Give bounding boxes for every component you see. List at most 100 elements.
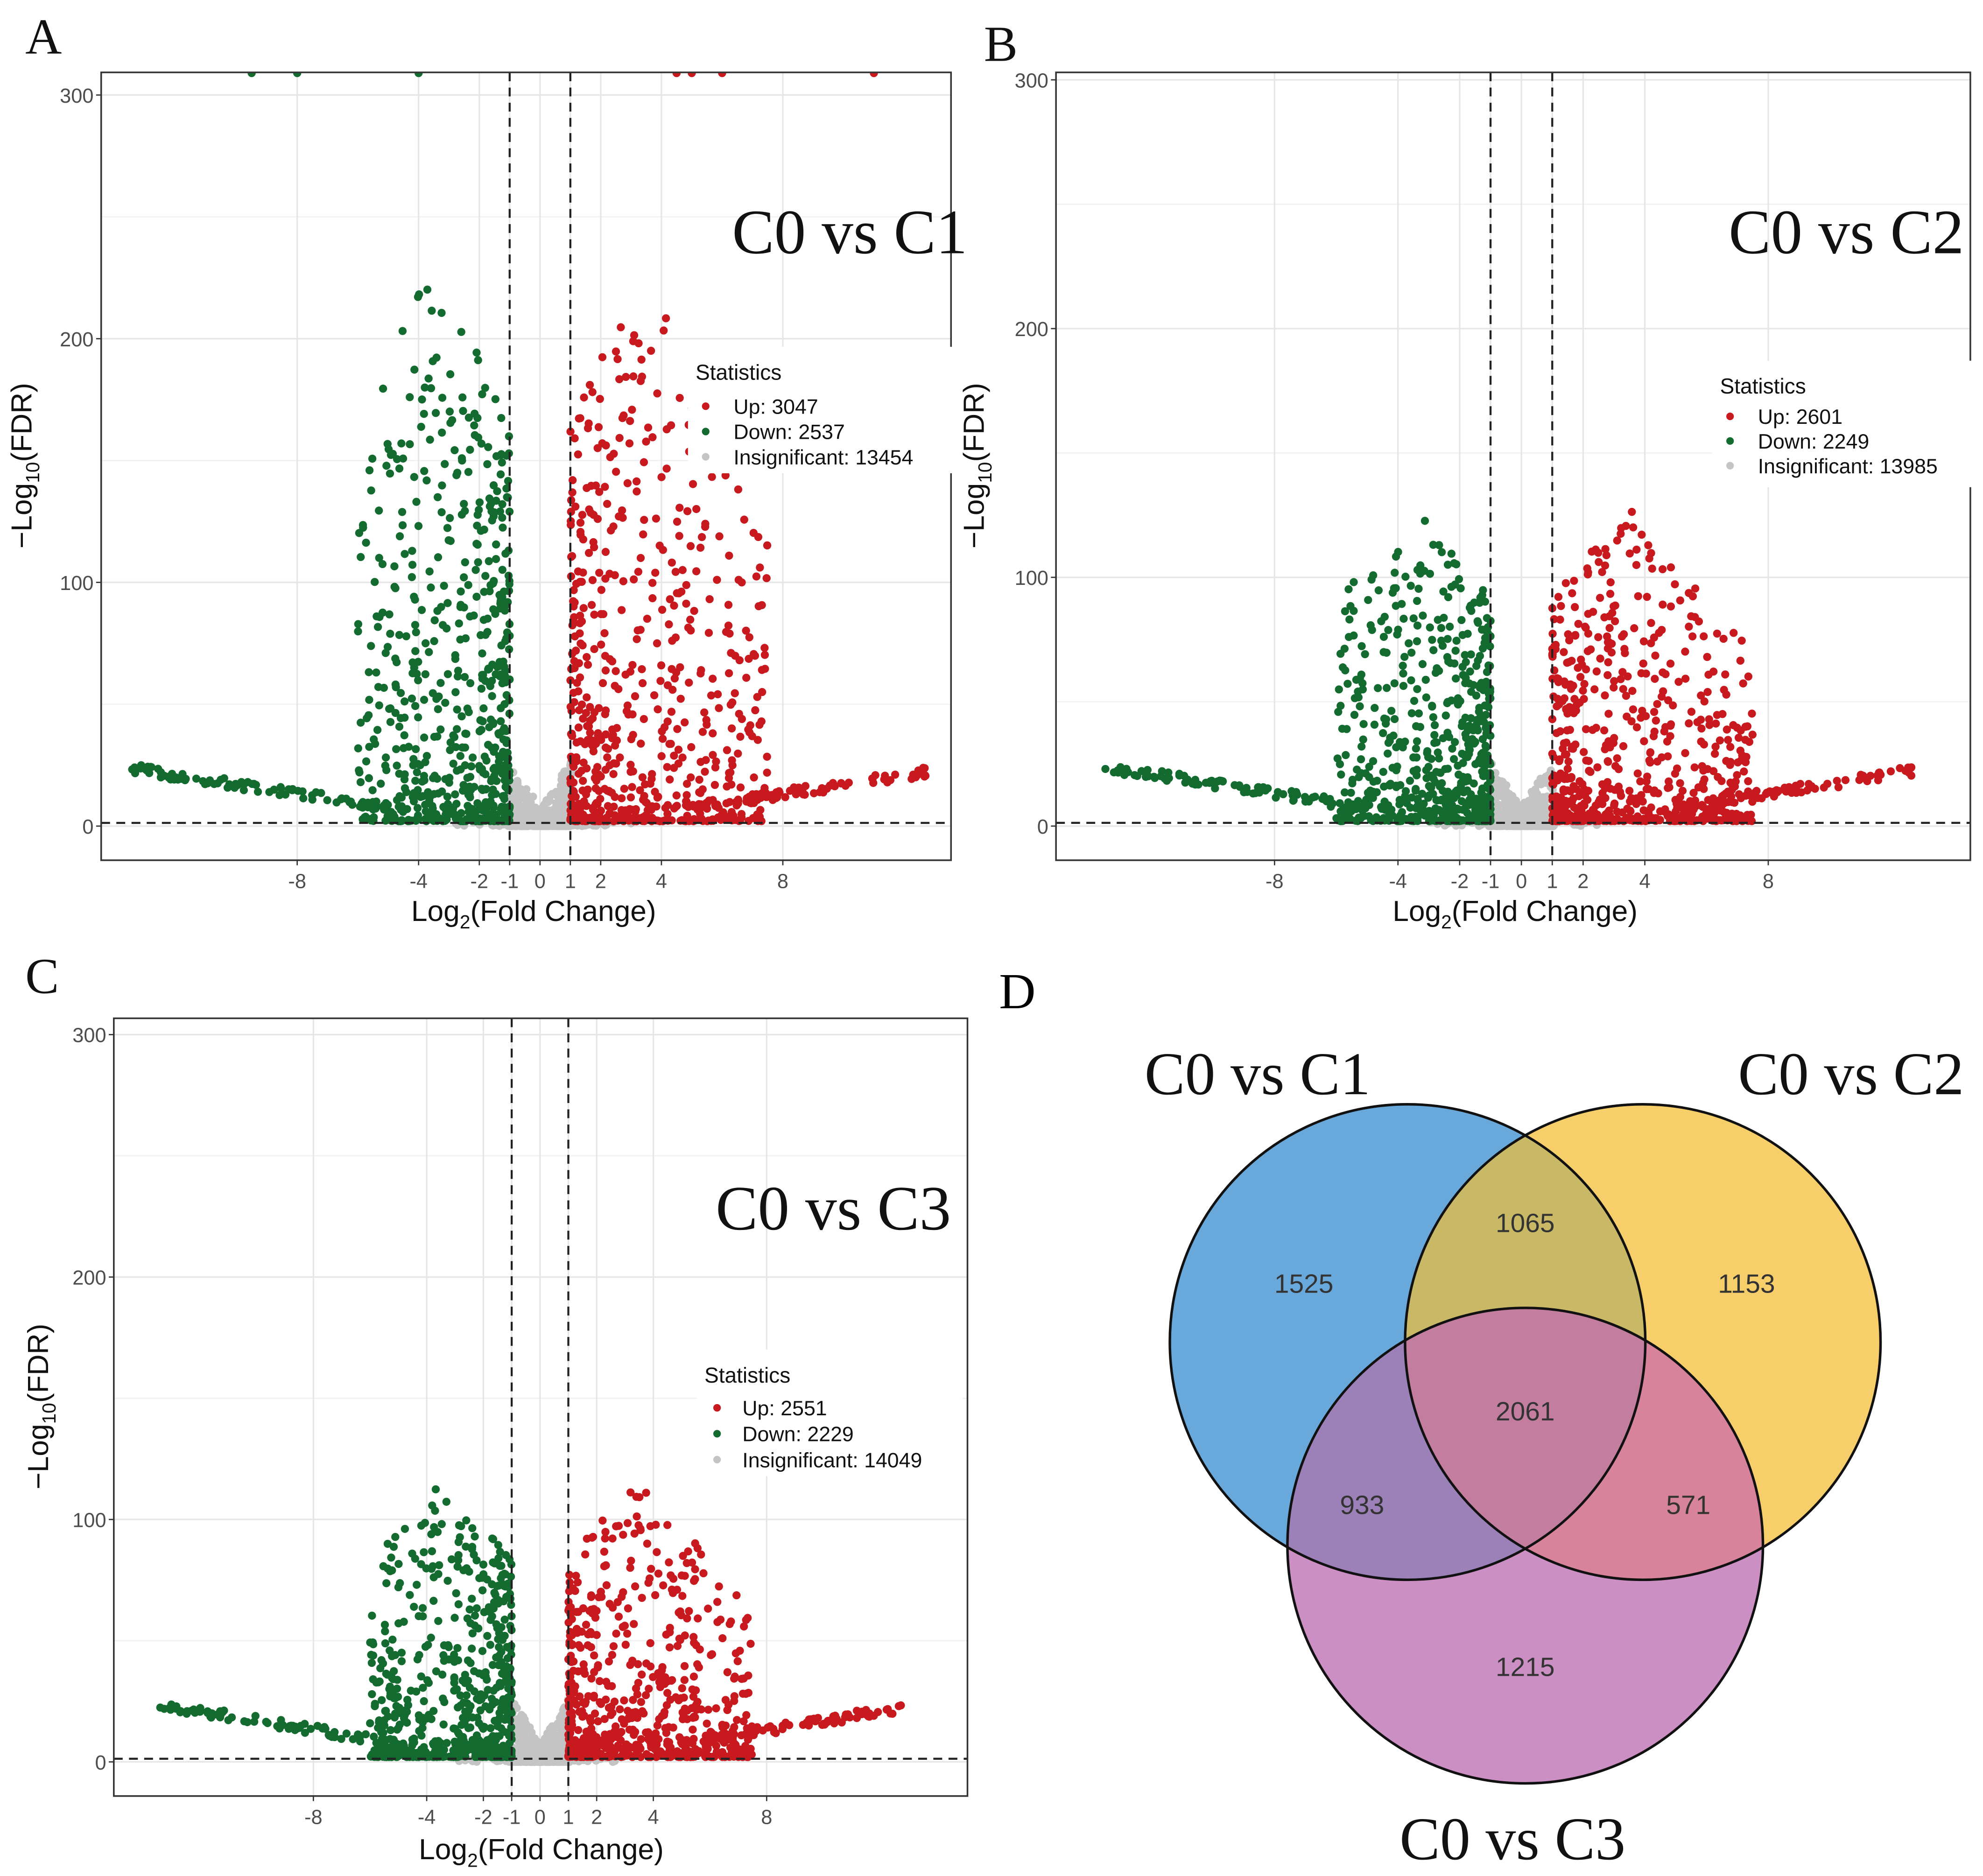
point-down [488, 660, 497, 669]
point-up [1622, 691, 1631, 700]
point-up [1653, 757, 1661, 766]
point-up [1548, 750, 1556, 758]
point-down [455, 619, 463, 628]
y-tick-label: 200 [1015, 318, 1048, 341]
point-up [1580, 680, 1589, 688]
point-insignificant [1539, 803, 1547, 812]
point-up [695, 775, 703, 784]
point-up [590, 708, 599, 717]
point-up [672, 802, 680, 811]
point-down [1483, 772, 1491, 780]
point-up [1634, 592, 1642, 600]
panel-letter: B [984, 16, 1018, 72]
point-insignificant [542, 796, 551, 805]
point-up [626, 667, 635, 676]
point-down [1406, 776, 1414, 785]
point-down [1466, 667, 1474, 676]
point-up [588, 576, 597, 584]
point-up [659, 546, 667, 554]
point-down [500, 662, 508, 671]
point-down [1473, 617, 1482, 625]
point-up [1736, 656, 1744, 665]
point-down [1124, 768, 1132, 776]
point-down [1357, 742, 1366, 751]
point-down [1447, 583, 1456, 591]
point-down [386, 469, 394, 478]
point-down [478, 390, 486, 399]
point-up [638, 679, 647, 688]
point-down [467, 762, 476, 771]
point-down [1413, 637, 1421, 646]
point-down [1407, 793, 1416, 802]
point-up [598, 679, 607, 688]
point-up [1554, 678, 1563, 686]
point-up [1641, 816, 1649, 825]
point-up [675, 532, 683, 540]
point-down [491, 610, 499, 618]
point-down [446, 514, 454, 522]
point-down [468, 753, 477, 762]
point-down [381, 761, 389, 770]
point-down [1429, 541, 1437, 549]
point-down [411, 776, 420, 785]
point-down [1101, 765, 1110, 773]
point-up [601, 743, 610, 752]
point-up [578, 511, 587, 519]
point-down [473, 521, 481, 530]
point-down [1470, 779, 1478, 788]
point-up [631, 692, 640, 701]
point-down [1211, 784, 1219, 793]
point-down [400, 697, 409, 706]
point-insignificant [522, 785, 531, 794]
point-down [484, 443, 492, 451]
point-up [599, 610, 608, 618]
point-down [458, 393, 467, 402]
point-insignificant [523, 820, 532, 829]
point-down [497, 641, 506, 650]
point-down [1461, 651, 1469, 659]
point-up [1787, 788, 1796, 797]
point-up [1572, 702, 1581, 710]
point-down [1365, 763, 1373, 771]
point-up [1592, 724, 1600, 732]
point-up [637, 355, 646, 364]
point-up [595, 488, 604, 496]
point-down [1432, 806, 1440, 815]
point-up [568, 552, 577, 560]
legend-marker-up [1726, 412, 1734, 421]
point-up [680, 718, 689, 727]
point-up [809, 789, 818, 798]
point-up [584, 424, 592, 433]
point-down [395, 631, 404, 639]
point-up [729, 811, 738, 820]
point-insignificant [556, 802, 565, 811]
point-up [672, 72, 681, 77]
point-down [1452, 560, 1461, 569]
point-up [1584, 787, 1593, 795]
point-down [1384, 626, 1392, 634]
x-tick-label: 1 [1547, 870, 1558, 892]
legend-marker-down [1726, 437, 1734, 445]
point-up [1875, 768, 1884, 777]
point-up [589, 747, 598, 756]
point-up [760, 644, 769, 652]
point-down [397, 439, 406, 448]
point-up [648, 594, 657, 603]
point-down [451, 688, 460, 696]
point-down [364, 711, 373, 719]
point-down [428, 306, 436, 315]
point-down [357, 553, 365, 562]
point-up [1626, 797, 1634, 806]
point-down [1418, 660, 1427, 668]
point-up [650, 691, 659, 700]
point-down [456, 752, 464, 760]
point-down [491, 395, 500, 403]
point-down [1345, 615, 1354, 624]
point-down [1206, 777, 1215, 786]
x-tick-label: 1 [565, 870, 576, 892]
point-up [1747, 817, 1756, 825]
point-up [1690, 803, 1698, 812]
point-up [588, 388, 597, 396]
point-up [658, 727, 666, 736]
point-up [907, 775, 916, 783]
